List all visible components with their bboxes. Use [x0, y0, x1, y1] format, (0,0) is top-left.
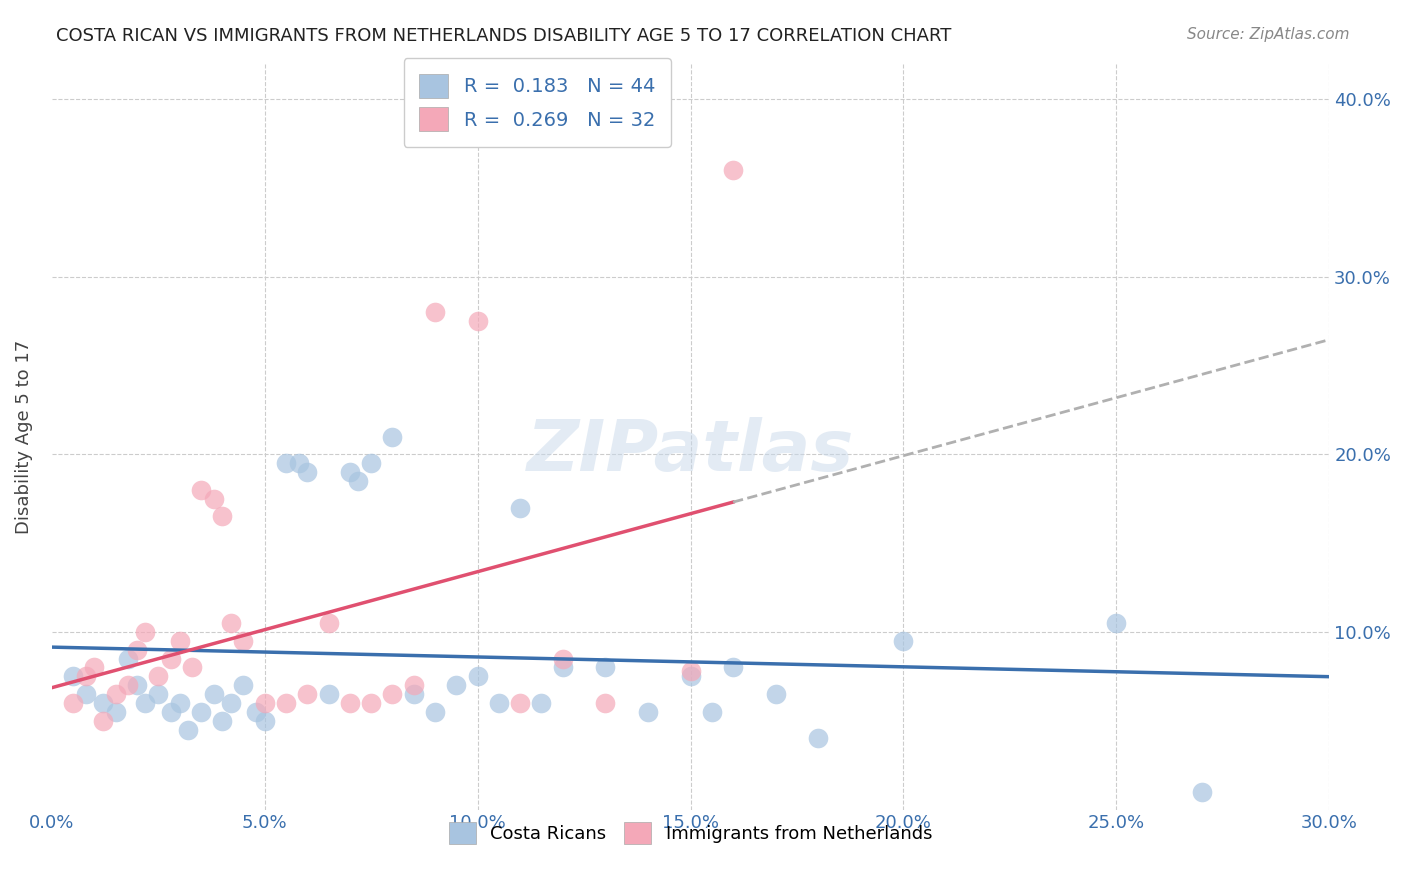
Point	[423, 705, 446, 719]
Point	[347, 474, 370, 488]
Point	[318, 615, 340, 630]
Point	[679, 664, 702, 678]
Point	[177, 723, 200, 737]
Point	[1105, 615, 1128, 630]
Y-axis label: Disability Age 5 to 17: Disability Age 5 to 17	[15, 340, 32, 533]
Point	[274, 456, 297, 470]
Point	[467, 669, 489, 683]
Text: Source: ZipAtlas.com: Source: ZipAtlas.com	[1187, 27, 1350, 42]
Point	[700, 705, 723, 719]
Point	[807, 731, 830, 746]
Point	[91, 696, 114, 710]
Point	[679, 669, 702, 683]
Point	[181, 660, 204, 674]
Point	[253, 714, 276, 728]
Point	[125, 642, 148, 657]
Point	[232, 633, 254, 648]
Point	[402, 687, 425, 701]
Point	[75, 687, 97, 701]
Point	[125, 678, 148, 692]
Text: COSTA RICAN VS IMMIGRANTS FROM NETHERLANDS DISABILITY AGE 5 TO 17 CORRELATION CH: COSTA RICAN VS IMMIGRANTS FROM NETHERLAN…	[56, 27, 952, 45]
Point	[488, 696, 510, 710]
Point	[423, 305, 446, 319]
Point	[381, 429, 404, 443]
Point	[721, 660, 744, 674]
Point	[190, 705, 212, 719]
Point	[83, 660, 105, 674]
Point	[339, 696, 361, 710]
Point	[160, 705, 183, 719]
Point	[75, 669, 97, 683]
Point	[148, 669, 170, 683]
Point	[595, 660, 617, 674]
Point	[169, 633, 191, 648]
Point	[117, 678, 139, 692]
Point	[297, 465, 319, 479]
Point	[1191, 785, 1213, 799]
Point	[245, 705, 267, 719]
Point	[360, 696, 382, 710]
Legend: R =  0.183   N = 44, R =  0.269   N = 32: R = 0.183 N = 44, R = 0.269 N = 32	[404, 58, 671, 146]
Point	[595, 696, 617, 710]
Point	[721, 163, 744, 178]
Point	[381, 687, 404, 701]
Point	[253, 696, 276, 710]
Point	[202, 491, 225, 506]
Point	[91, 714, 114, 728]
Point	[211, 714, 233, 728]
Point	[893, 633, 915, 648]
Point	[551, 660, 574, 674]
Point	[360, 456, 382, 470]
Point	[551, 651, 574, 665]
Point	[637, 705, 659, 719]
Text: ZIPatlas: ZIPatlas	[527, 417, 855, 486]
Point	[339, 465, 361, 479]
Point	[402, 678, 425, 692]
Point	[446, 678, 468, 692]
Point	[134, 696, 156, 710]
Point	[509, 696, 531, 710]
Point	[160, 651, 183, 665]
Point	[765, 687, 787, 701]
Point	[117, 651, 139, 665]
Point	[104, 687, 127, 701]
Point	[134, 624, 156, 639]
Point	[509, 500, 531, 515]
Point	[219, 615, 242, 630]
Point	[202, 687, 225, 701]
Point	[211, 509, 233, 524]
Point	[232, 678, 254, 692]
Point	[104, 705, 127, 719]
Point	[467, 314, 489, 328]
Point	[274, 696, 297, 710]
Point	[318, 687, 340, 701]
Point	[530, 696, 553, 710]
Point	[62, 696, 84, 710]
Point	[148, 687, 170, 701]
Point	[62, 669, 84, 683]
Point	[169, 696, 191, 710]
Point	[287, 456, 309, 470]
Point	[297, 687, 319, 701]
Point	[219, 696, 242, 710]
Point	[190, 483, 212, 497]
